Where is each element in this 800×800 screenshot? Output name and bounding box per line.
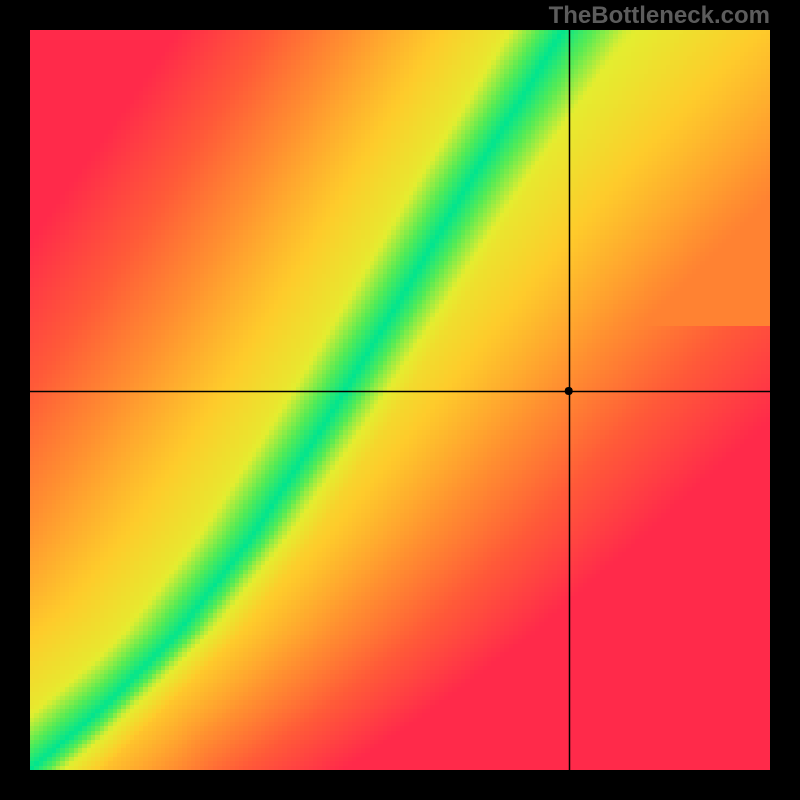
chart-container: TheBottleneck.com [0, 0, 800, 800]
bottleneck-heatmap [30, 30, 770, 770]
watermark-text: TheBottleneck.com [549, 2, 770, 30]
